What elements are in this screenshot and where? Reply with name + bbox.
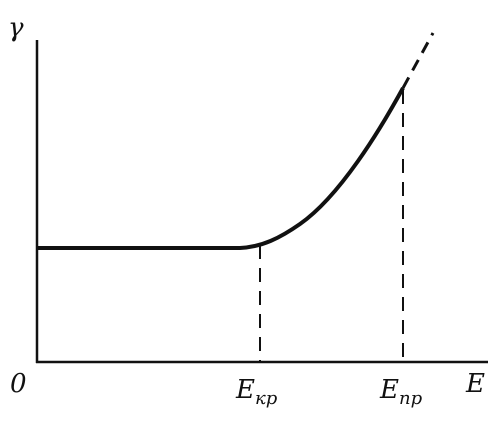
curve (37, 87, 405, 250)
x-axis-label: E (465, 369, 485, 399)
curve-extension (401, 32, 435, 89)
breakdown-subscript: пр (399, 388, 423, 409)
origin-label: 0 (10, 369, 27, 399)
critical-subscript: кр (255, 388, 278, 409)
critical-symbol: E (235, 375, 255, 405)
breakdown-label: Eпр (379, 375, 423, 409)
critical-label: Eкр (235, 375, 278, 409)
breakdown-symbol: E (379, 375, 399, 405)
y-axis-label: γ (8, 13, 24, 43)
